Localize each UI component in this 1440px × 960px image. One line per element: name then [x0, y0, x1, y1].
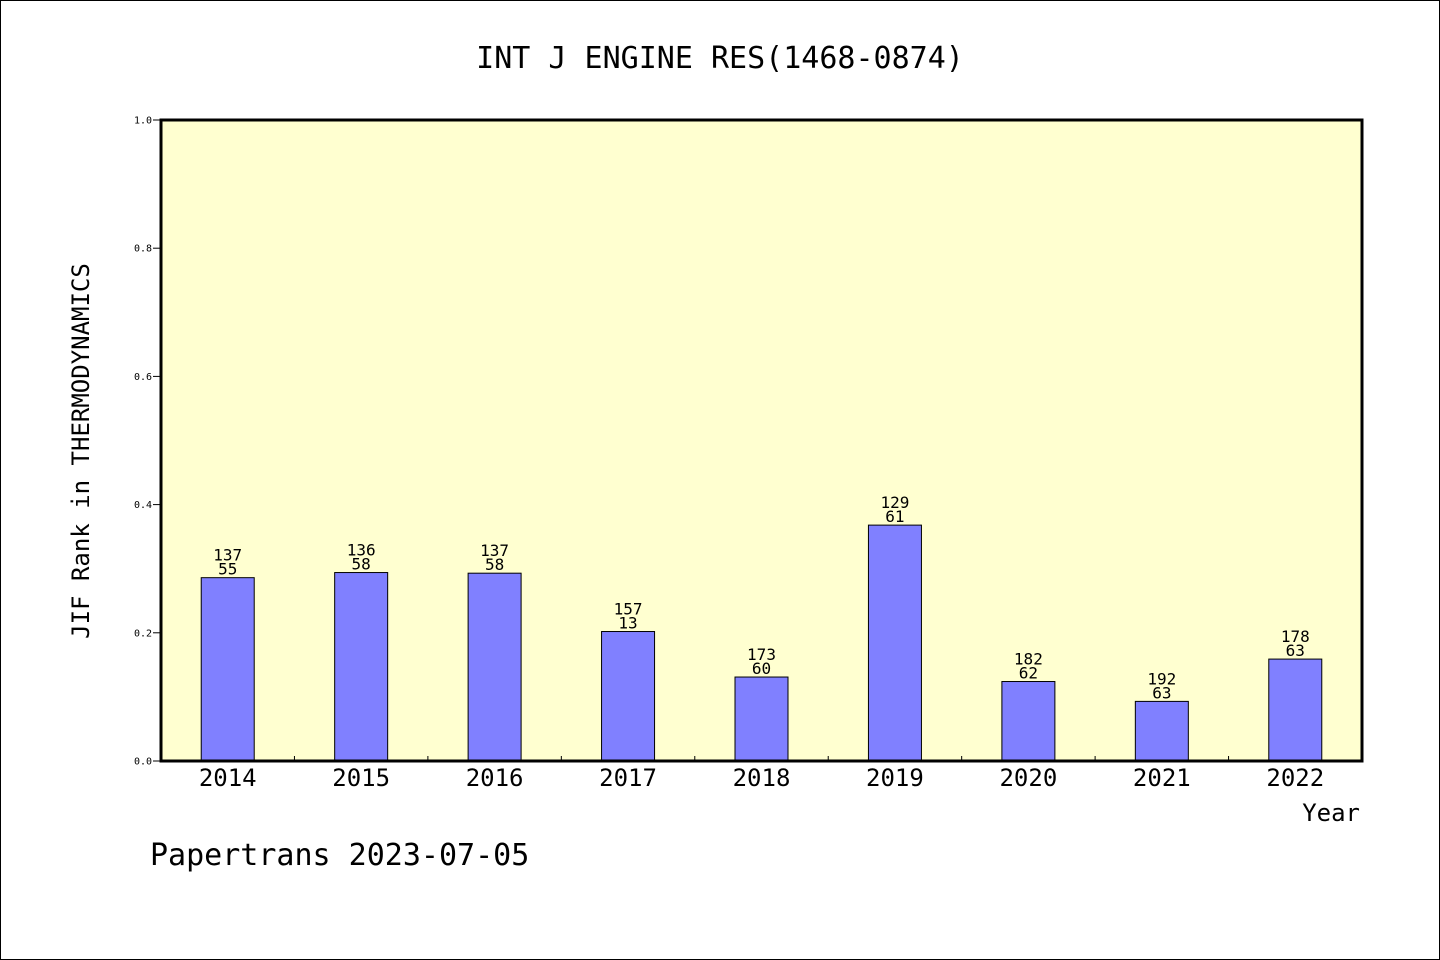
bar-label-top: 137	[213, 546, 242, 565]
x-tick-label: 2017	[599, 764, 657, 792]
bar-label-bottom: 62	[1019, 664, 1038, 683]
x-tick-label: 2019	[866, 764, 924, 792]
x-tick-label: 2020	[999, 764, 1057, 792]
x-tick-label: 2018	[733, 764, 791, 792]
y-tick-label: 1.0	[134, 116, 152, 127]
bar-2020	[1001, 681, 1056, 762]
bar-label-bottom: 58	[485, 555, 504, 574]
bar-label-top: 129	[880, 493, 909, 512]
bar-label-bottom: 60	[752, 659, 771, 678]
x-axis-ticks: 2014 2015 2016 2017 2018 2019 2020 2021 2022	[199, 756, 1324, 792]
bar-label-bottom: 61	[885, 507, 904, 526]
footer-source-date: Papertrans 2023-07-05	[150, 838, 529, 873]
bar-2014	[200, 577, 255, 762]
bar-label-top: 157	[614, 600, 643, 619]
bar-2018	[734, 676, 789, 762]
x-tick-label: 2015	[332, 764, 390, 792]
bar-label-bottom: 63	[1152, 683, 1171, 702]
bar-series	[200, 524, 1323, 762]
bar-label-top: 137	[480, 541, 509, 560]
bar-label-top: 178	[1281, 627, 1310, 646]
y-tick-label: 0.2	[134, 628, 152, 639]
bar-2017	[601, 631, 656, 762]
bar-label-bottom: 13	[618, 614, 637, 633]
bar-label-top: 136	[347, 541, 376, 560]
y-tick-label: 0.6	[134, 372, 152, 383]
y-axis-ticks: 0.0 0.2 0.4 0.6 0.8 1.0	[134, 116, 161, 768]
bar-label-bottom: 63	[1286, 641, 1305, 660]
bar-label-top: 182	[1014, 650, 1043, 669]
y-tick-label: 0.4	[134, 500, 152, 511]
x-axis-label: Year	[1302, 799, 1360, 827]
x-tick-label: 2021	[1133, 764, 1191, 792]
bar-2019	[867, 524, 922, 762]
x-tick-label: 2022	[1266, 764, 1324, 792]
chart-title: INT J ENGINE RES(1468-0874)	[476, 41, 964, 76]
bar-2022	[1268, 658, 1323, 762]
x-tick-label: 2016	[466, 764, 524, 792]
bar-2016	[467, 572, 522, 762]
bar-2021	[1134, 700, 1189, 762]
y-tick-label: 0.8	[134, 244, 152, 255]
bar-label-top: 173	[747, 645, 776, 664]
bar-label-bottom: 55	[218, 560, 237, 579]
x-tick-label: 2014	[199, 764, 257, 792]
bar-2015	[334, 572, 389, 762]
y-tick-label: 0.0	[134, 757, 152, 768]
plot-frame	[159, 118, 1364, 763]
bar-label-bottom: 58	[352, 555, 371, 574]
y-axis-label: JIF Rank in THERMODYNAMICS	[67, 263, 95, 639]
bar-label-top: 192	[1147, 669, 1176, 688]
